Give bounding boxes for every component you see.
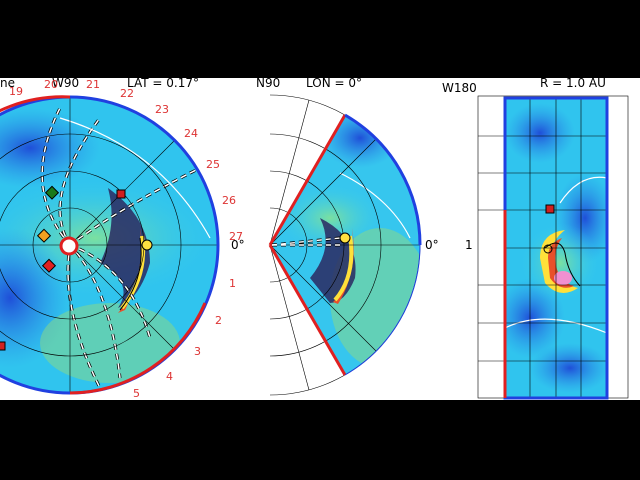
latitude-disk	[0, 95, 220, 395]
longitude-wedge	[268, 94, 422, 396]
tick-label: 25	[206, 158, 220, 171]
lat-top-center-label: W90	[52, 78, 80, 90]
tick-label: 27	[229, 230, 243, 243]
stereo-b-marker	[0, 341, 6, 351]
r-side-label: 1	[465, 238, 473, 252]
spacecraft-green-marker	[44, 185, 60, 200]
enlil-model-figure: ne W90 LAT = 0.17° 0° N90 LON = 0° 0° W1…	[0, 78, 640, 400]
sun-marker	[59, 236, 79, 256]
tick-label: 5	[133, 387, 140, 400]
tick-label: 20	[44, 78, 58, 91]
r-top-left-label: W180	[442, 81, 477, 95]
tick-label: 26	[222, 194, 236, 207]
earth-marker-lon	[339, 232, 351, 244]
stereo-a-marker-r	[545, 204, 555, 214]
tick-label: 2	[215, 314, 222, 327]
radius-map	[477, 95, 629, 400]
lon-top-left-label: N90	[256, 78, 281, 90]
r-title: R = 1.0 AU	[540, 78, 606, 90]
lon-zero-label: 0°	[425, 238, 439, 252]
tick-label: 23	[155, 103, 169, 116]
tick-label: 21	[86, 78, 100, 91]
tick-label: 4	[166, 370, 173, 383]
earth-marker-r	[543, 244, 553, 254]
stereo-a-marker	[116, 189, 126, 199]
lat-title: LAT = 0.17°	[127, 78, 199, 90]
tick-label: 22	[120, 87, 134, 100]
tick-label: 24	[184, 127, 198, 140]
spacecraft-red-marker	[41, 258, 57, 273]
tick-label: 3	[194, 345, 201, 358]
tick-label: 1	[229, 277, 236, 290]
figure-canvas	[0, 94, 629, 400]
tick-label: 19	[9, 85, 23, 98]
earth-marker	[141, 239, 153, 251]
lat-top-left-label: ne	[0, 78, 15, 90]
spacecraft-orange-marker	[36, 228, 52, 243]
lon-title: LON = 0°	[306, 78, 362, 90]
lat-zero-label: 0°	[231, 238, 245, 252]
